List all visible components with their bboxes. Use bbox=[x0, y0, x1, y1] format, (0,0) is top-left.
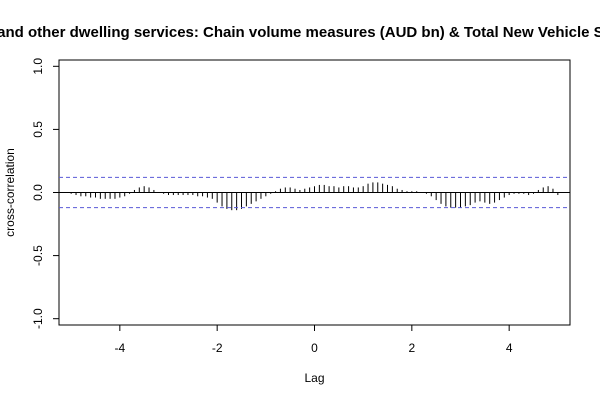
x-tick-label: -2 bbox=[212, 341, 223, 355]
chart-title: t and other dwelling services: Chain vol… bbox=[0, 24, 600, 41]
y-tick-label: -1.0 bbox=[31, 308, 45, 329]
reference-lines bbox=[59, 176, 570, 209]
x-tick-label: 0 bbox=[311, 341, 318, 355]
x-tick-label: 4 bbox=[506, 341, 513, 355]
y-tick-label: 1.0 bbox=[31, 58, 45, 75]
y-tick-label: 0.5 bbox=[31, 121, 45, 138]
bars-group bbox=[70, 182, 559, 211]
x-tick-label: -4 bbox=[114, 341, 125, 355]
x-axis: -4 -2 0 2 4 bbox=[114, 325, 513, 355]
y-tick-label: 0.0 bbox=[31, 184, 45, 201]
y-axis-label: cross-correlation bbox=[3, 148, 17, 237]
x-tick-label: 2 bbox=[408, 341, 415, 355]
x-axis-label: Lag bbox=[304, 371, 324, 385]
y-axis: -1.0 -0.5 0.0 0.5 1.0 bbox=[31, 58, 59, 329]
y-tick-label: -0.5 bbox=[31, 245, 45, 266]
